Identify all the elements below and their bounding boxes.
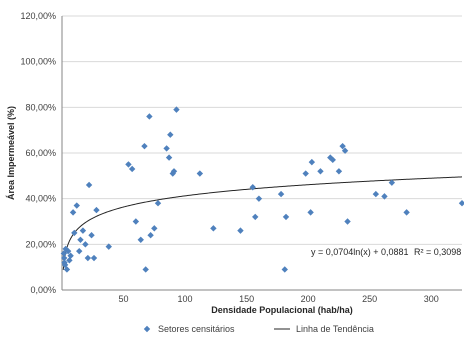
data-point [341, 147, 349, 154]
trendline-group [62, 176, 463, 270]
data-point [85, 181, 93, 189]
data-point [69, 209, 77, 216]
data-point [60, 250, 68, 257]
data-point [339, 142, 346, 150]
data-point [77, 236, 84, 243]
trendline-equation: y = 0,0704ln(x) + 0,0881 [311, 247, 409, 257]
data-point [170, 168, 178, 175]
data-point [66, 257, 73, 264]
data-point [173, 106, 180, 113]
y-tick-label: 120,00% [20, 11, 56, 21]
y-tick-label: 100,00% [20, 57, 56, 67]
data-point [154, 200, 162, 207]
data-point [335, 168, 343, 175]
y-axis-title: Área Impermeável (%) [6, 106, 16, 200]
data-point [252, 213, 259, 221]
data-point [82, 241, 89, 248]
data-point [196, 170, 204, 177]
data-point [237, 227, 244, 234]
data-point [63, 266, 71, 273]
data-point [308, 158, 316, 166]
y-tick-label: 0,00% [30, 285, 56, 295]
data-point [307, 209, 314, 216]
legend-label-trendline: Linha de Tendência [296, 324, 374, 334]
gridlines [62, 15, 462, 245]
y-tick-label: 40,00% [25, 194, 56, 204]
legend: Setores censitários Linha de Tendência [143, 324, 374, 334]
y-tick-label: 60,00% [25, 148, 56, 158]
data-point [128, 165, 136, 173]
data-point [61, 261, 69, 269]
data-point [67, 252, 74, 259]
data-point [79, 227, 87, 234]
data-point [125, 161, 132, 168]
data-point [151, 225, 158, 232]
x-axis-title: Densidade Populacional (hab/ha) [211, 305, 353, 315]
y-tick-label: 80,00% [25, 102, 56, 112]
data-point [282, 213, 290, 221]
data-point [93, 206, 100, 214]
axes [61, 16, 462, 291]
data-point [147, 232, 154, 239]
data-point [76, 247, 83, 255]
legend-marker-scatter [143, 325, 151, 333]
scatter-points [60, 106, 464, 273]
data-point [141, 142, 148, 150]
r-squared-value: R² = 0,3098 [414, 247, 461, 257]
data-point [317, 168, 324, 175]
data-point [105, 243, 112, 250]
data-point [132, 218, 140, 225]
data-point [73, 202, 80, 209]
data-point [88, 232, 95, 239]
data-point [61, 254, 68, 262]
x-tick-label: 100 [178, 294, 193, 304]
y-tick-label: 20,00% [25, 239, 56, 249]
trendline [62, 176, 463, 270]
y-axis-tick-labels: 0,00% 20,00% 40,00% 60,00% 80,00% 100,00% 120,… [20, 11, 56, 295]
x-tick-label: 250 [362, 294, 377, 304]
data-point [372, 190, 380, 198]
x-tick-label: 300 [424, 294, 439, 304]
data-point [381, 193, 388, 200]
legend-label-scatter: Setores censitários [158, 324, 235, 334]
data-point [142, 266, 149, 273]
data-point [403, 209, 410, 216]
data-point [64, 247, 72, 255]
data-point [146, 113, 153, 120]
x-tick-label: 50 [119, 294, 129, 304]
data-point [249, 184, 256, 191]
x-tick-label: 200 [301, 294, 316, 304]
data-point [458, 200, 464, 207]
data-point [84, 254, 92, 262]
data-point [165, 154, 173, 161]
data-point [71, 229, 78, 237]
data-point [344, 218, 351, 225]
x-axis-tick-labels: 50 100 150 200 250 300 [119, 294, 439, 304]
data-point [137, 236, 144, 243]
data-point [277, 190, 285, 198]
data-point [302, 170, 309, 177]
data-point [167, 131, 174, 138]
data-point [90, 254, 98, 262]
data-point [281, 266, 288, 273]
data-point [62, 245, 69, 253]
data-point [210, 225, 217, 232]
data-point [388, 179, 396, 186]
data-point [255, 195, 263, 202]
data-point [329, 156, 336, 164]
x-tick-label: 150 [239, 294, 254, 304]
data-point [163, 145, 170, 152]
